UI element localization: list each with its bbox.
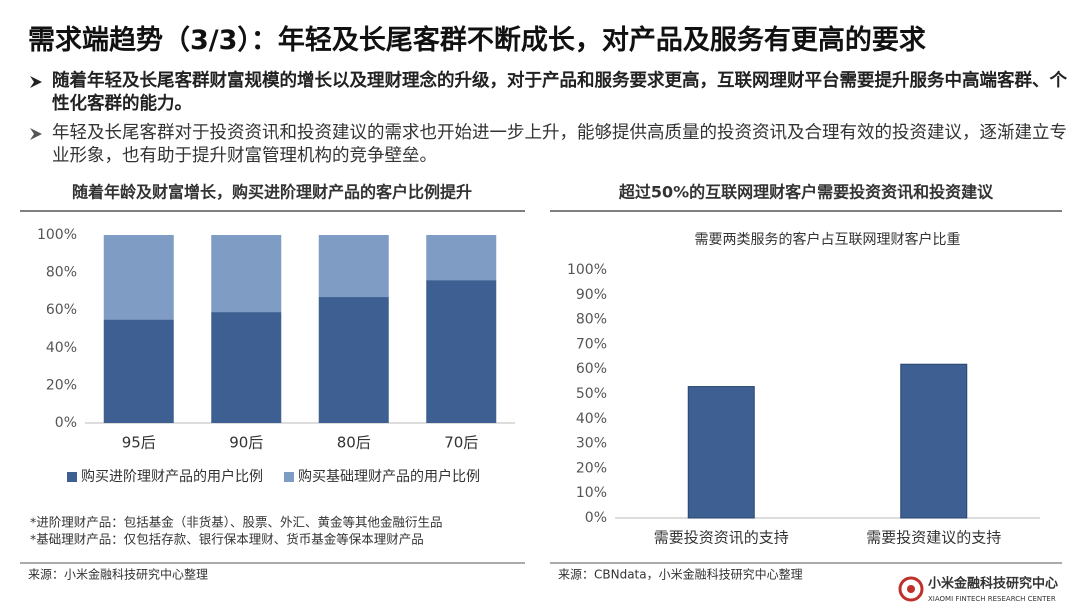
bar — [687, 386, 755, 519]
legend-label: 购买基础理财产品的用户比例 — [298, 468, 480, 485]
x-tick-label: 70后 — [444, 434, 478, 452]
bar-segment — [103, 319, 174, 423]
bullet: 随着年轻及长尾客群财富规模的增长以及理财理念的升级，对于产品和服务要求更高，互联… — [52, 71, 1067, 114]
y-tick-label: 0% — [585, 510, 607, 526]
source: 来源：CBNdata，小米金融科技研究中心整理 — [558, 567, 803, 582]
y-tick-label: 100% — [567, 262, 607, 278]
y-tick-label: 0% — [55, 415, 77, 431]
bar — [900, 363, 968, 519]
y-tick-label: 60% — [576, 361, 607, 377]
y-tick-label: 50% — [576, 386, 607, 402]
logo-name: 小米金融科技研究中心 — [928, 576, 1058, 592]
y-tick-label: 40% — [576, 411, 607, 427]
note: *基础理财产品：仅包括存款、银行保本理财、货币基金等保本理财产品 — [30, 532, 424, 547]
bar-segment — [211, 235, 282, 313]
y-tick-label: 10% — [576, 485, 607, 501]
y-tick-label: 80% — [46, 265, 77, 281]
y-tick-label: 80% — [576, 312, 607, 328]
legend-swatch — [67, 472, 77, 482]
x-tick-label: 需要投资建议的支持 — [866, 529, 1001, 547]
y-tick-label: 70% — [576, 336, 607, 352]
x-tick-label: 80后 — [337, 434, 371, 452]
y-tick-label: 30% — [576, 436, 607, 452]
bullet: 年轻及长尾客群对于投资资讯和投资建议的需求也开始进一步上升，能够提供高质量的投资… — [52, 123, 1067, 166]
x-tick-label: 90后 — [229, 434, 263, 452]
bullet-marker — [30, 128, 42, 140]
legend-label: 购买进阶理财产品的用户比例 — [81, 468, 263, 485]
bar-segment — [103, 235, 174, 320]
y-tick-label: 40% — [46, 340, 77, 356]
y-tick-label: 20% — [576, 460, 607, 476]
chart-title: 需要两类服务的客户占互联网理财客户比重 — [695, 231, 961, 248]
y-tick-label: 60% — [46, 302, 77, 318]
x-tick-label: 95后 — [122, 434, 156, 452]
logo-english: XIAOMI FINTECH RESEARCH CENTER — [928, 595, 1056, 603]
y-tick-label: 100% — [37, 227, 77, 243]
chart-heading: 超过50%的互联网理财客户需要投资资讯和投资建议 — [618, 183, 994, 202]
y-tick-label: 20% — [46, 377, 77, 393]
y-tick-label: 90% — [576, 287, 607, 303]
legend-swatch — [284, 472, 294, 482]
bullet-marker — [30, 76, 42, 88]
bar-segment — [211, 312, 282, 423]
source: 来源：小米金融科技研究中心整理 — [28, 567, 208, 582]
bar-segment — [426, 235, 497, 281]
chart-heading: 随着年龄及财富增长，购买进阶理财产品的客户比例提升 — [72, 183, 472, 202]
logo-mark — [898, 576, 924, 602]
bar-segment — [318, 235, 389, 298]
bar-segment — [426, 280, 497, 423]
note: *进阶理财产品：包括基金（非货基）、股票、外汇、黄金等其他金融衍生品 — [30, 515, 443, 530]
slide-title: 需求端趋势（3/3）：年轻及长尾客群不断成长，对产品及服务有更高的要求 — [28, 25, 926, 56]
logo-mark — [907, 585, 915, 593]
bar-segment — [318, 297, 389, 423]
x-tick-label: 需要投资资讯的支持 — [654, 529, 789, 547]
